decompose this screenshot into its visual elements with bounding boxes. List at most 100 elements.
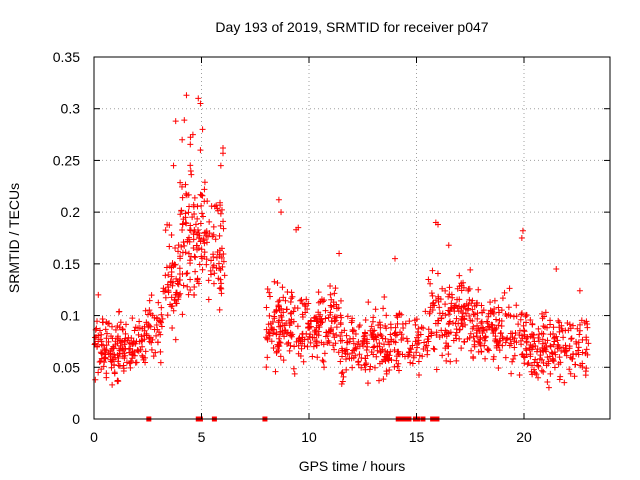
data-point	[381, 293, 388, 300]
data-point	[327, 282, 334, 289]
data-point	[387, 348, 394, 355]
data-point	[469, 317, 476, 324]
y-axis-label: SRMTID / TECUs	[6, 183, 22, 293]
data-point	[102, 349, 109, 356]
data-point	[217, 284, 224, 291]
data-point	[95, 332, 102, 339]
data-point	[339, 369, 346, 376]
data-point	[195, 227, 202, 234]
data-point	[150, 353, 157, 360]
data-point	[103, 370, 110, 377]
data-point	[148, 292, 155, 299]
data-point	[187, 276, 194, 283]
data-point	[376, 340, 383, 347]
data-point	[470, 355, 477, 362]
data-point	[175, 248, 182, 255]
data-point	[518, 341, 525, 348]
data-point	[94, 343, 101, 350]
data-point	[555, 317, 562, 324]
data-point	[95, 291, 102, 298]
data-point	[119, 346, 126, 353]
data-point	[213, 202, 220, 209]
y-tick-label: 0.15	[53, 256, 80, 272]
data-point	[442, 287, 449, 294]
data-point	[97, 327, 104, 334]
data-point	[466, 312, 473, 319]
data-point	[295, 342, 302, 349]
data-point	[268, 326, 275, 333]
data-point	[183, 92, 190, 99]
data-point	[176, 265, 183, 272]
data-point	[519, 227, 526, 234]
data-point	[100, 363, 107, 370]
data-point	[169, 260, 176, 267]
data-point	[199, 266, 206, 273]
data-point	[563, 345, 570, 352]
data-point	[294, 305, 301, 312]
data-point	[194, 278, 201, 285]
data-point	[172, 336, 179, 343]
data-point	[578, 317, 585, 324]
data-point	[583, 346, 590, 353]
data-point	[263, 334, 270, 341]
data-point	[374, 332, 381, 339]
data-point	[295, 335, 302, 342]
data-point	[206, 230, 213, 237]
data-point	[446, 284, 453, 291]
data-point	[492, 335, 499, 342]
data-point	[517, 316, 524, 323]
data-point	[336, 250, 343, 257]
data-point	[384, 354, 391, 361]
data-point	[473, 330, 480, 337]
data-point	[337, 333, 344, 340]
data-point	[376, 319, 383, 326]
data-point	[153, 314, 160, 321]
data-point	[155, 299, 162, 306]
data-point	[198, 210, 205, 217]
data-point	[181, 117, 188, 124]
data-point	[370, 351, 377, 358]
data-point	[92, 376, 99, 383]
data-point	[520, 322, 527, 329]
axis-ticks	[93, 56, 610, 420]
data-point	[137, 346, 144, 353]
data-point	[429, 267, 436, 274]
data-point	[535, 363, 542, 370]
data-point	[366, 366, 373, 373]
data-point	[551, 364, 558, 371]
data-point	[177, 276, 184, 283]
data-point	[349, 328, 356, 335]
data-point	[297, 352, 304, 359]
data-point	[482, 355, 489, 362]
data-point	[447, 304, 454, 311]
data-point	[560, 334, 567, 341]
data-point	[576, 327, 583, 334]
data-point	[413, 334, 420, 341]
data-point	[552, 351, 559, 358]
data-point	[128, 335, 135, 342]
data-point	[362, 355, 369, 362]
data-point	[220, 145, 226, 152]
data-point	[154, 339, 161, 346]
data-point	[344, 313, 351, 320]
data-point	[165, 271, 172, 278]
data-point	[358, 364, 365, 371]
data-point	[361, 338, 368, 345]
data-point	[499, 295, 506, 302]
data-point	[195, 95, 202, 102]
data-point	[186, 234, 193, 241]
data-point	[475, 286, 482, 293]
data-point	[502, 354, 509, 361]
data-point	[351, 346, 358, 353]
data-point	[561, 379, 568, 386]
data-point	[264, 335, 271, 342]
data-point	[305, 324, 312, 331]
data-point	[551, 338, 558, 345]
data-point	[370, 336, 377, 343]
data-point	[338, 370, 345, 377]
data-point	[122, 345, 129, 352]
data-point	[466, 296, 473, 303]
data-point	[545, 358, 552, 365]
data-point	[129, 315, 136, 322]
data-point	[407, 345, 414, 352]
